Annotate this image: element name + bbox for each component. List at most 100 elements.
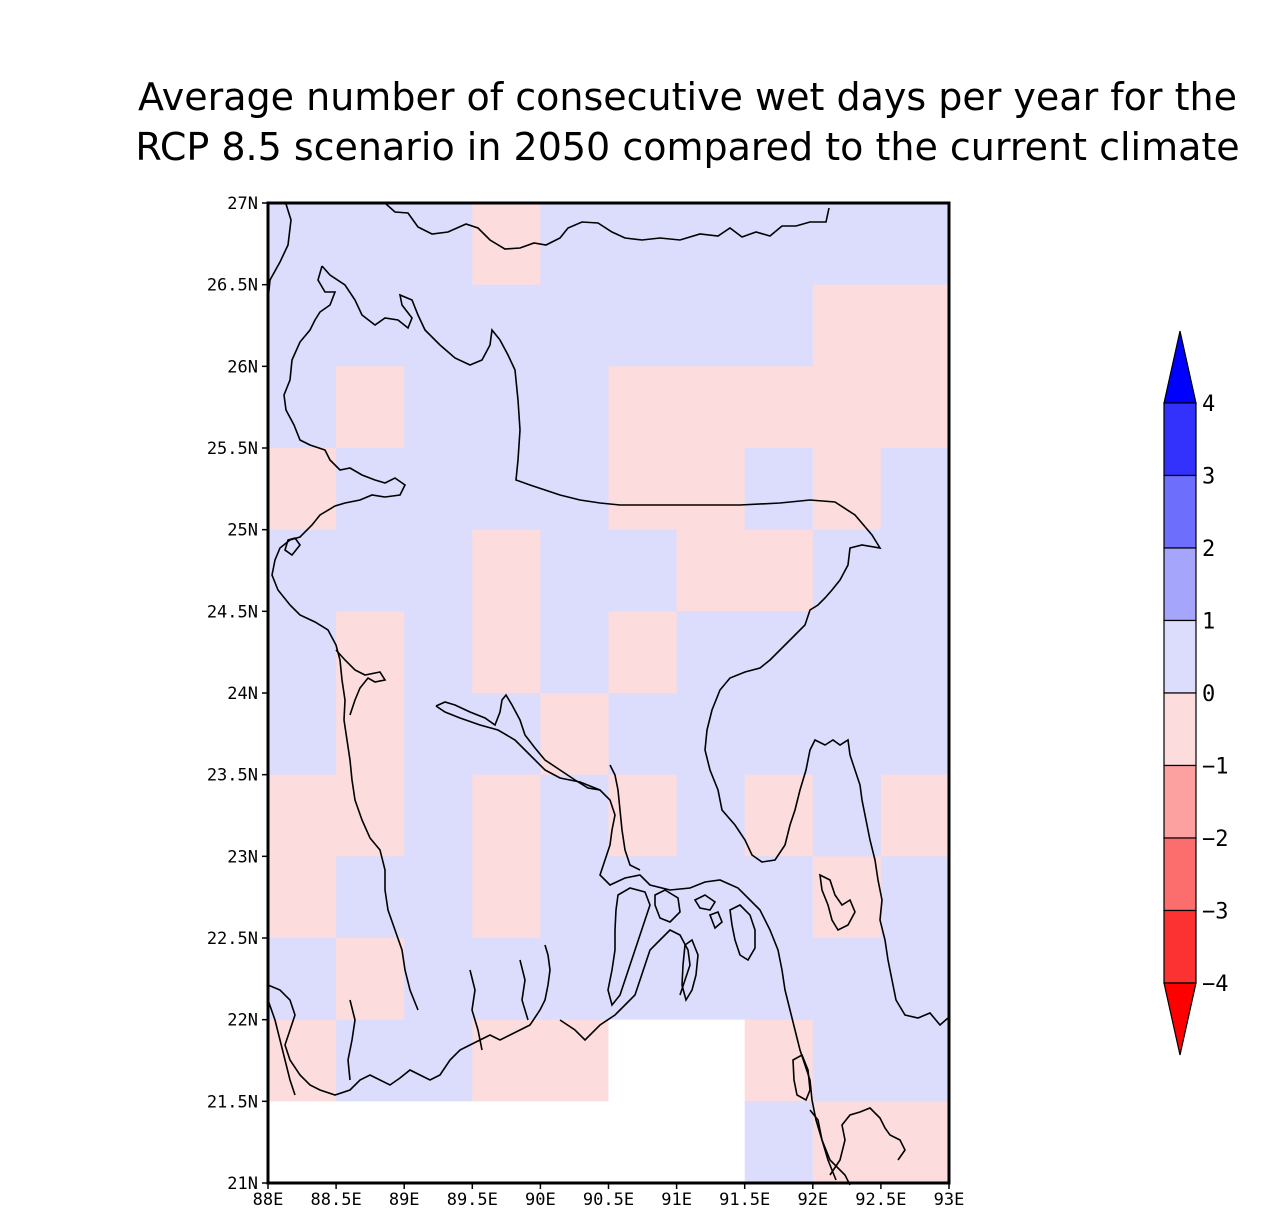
grid-cell	[676, 203, 746, 286]
grid-cell	[812, 693, 882, 776]
grid-cells	[268, 203, 950, 1184]
grid-cell	[404, 856, 473, 939]
y-tick-label: 26.5N	[207, 276, 258, 296]
grid-cell	[268, 611, 337, 694]
grid-cell	[472, 774, 541, 857]
grid-cell	[880, 448, 950, 531]
island-8	[819, 873, 856, 932]
y-tick-label: 21.5N	[207, 1092, 258, 1112]
grid-cell	[404, 774, 473, 857]
grid-cell	[608, 448, 678, 531]
grid-cell	[812, 611, 882, 694]
grid-cell	[676, 1019, 746, 1102]
y-tick-label: 23N	[227, 847, 258, 867]
grid-cell	[404, 693, 473, 776]
grid-cell	[880, 856, 950, 939]
grid-cell	[336, 284, 405, 367]
grid-cell	[676, 774, 746, 857]
chart-title-line-2: RCP 8.5 scenario in 2050 compared to the…	[135, 125, 1240, 169]
grid-cell	[540, 366, 609, 449]
grid-cell	[404, 203, 473, 286]
grid-cell	[540, 1019, 609, 1102]
grid-cell	[268, 693, 337, 776]
river-lower	[609, 764, 641, 871]
grid-cell	[812, 284, 882, 367]
grid-cell	[472, 448, 541, 531]
grid-cell	[404, 1101, 473, 1184]
grid-cell	[880, 693, 950, 776]
coastline-east-bottom	[809, 1109, 837, 1181]
colorbar-label: 1	[1202, 610, 1215, 635]
grid-cell	[608, 529, 678, 612]
grid-cell	[744, 693, 814, 776]
grid-cell	[472, 1101, 541, 1184]
island-2	[654, 889, 681, 923]
colorbar-segment	[1163, 402, 1197, 477]
grid-cell	[812, 448, 882, 531]
y-tick-label: 21N	[227, 1174, 258, 1194]
x-tick-label: 92.5E	[855, 1190, 906, 1210]
grid-cell	[608, 284, 678, 367]
grid-cell	[676, 284, 746, 367]
grid-cell	[744, 448, 814, 531]
grid-cell	[744, 774, 814, 857]
grid-cell	[812, 203, 882, 286]
grid-cell	[608, 611, 678, 694]
grid-cell	[744, 529, 814, 612]
island-3	[693, 894, 717, 911]
coastline-river-3	[347, 999, 356, 1081]
x-tick-label: 92E	[797, 1190, 828, 1210]
coastline-river-2	[267, 999, 296, 1096]
grid-cell	[812, 938, 882, 1021]
grid-cell	[336, 448, 405, 531]
coastlines	[267, 203, 949, 1186]
grid-cell	[880, 1101, 950, 1184]
grid-cell	[268, 774, 337, 857]
grid-cell	[268, 366, 337, 449]
grid-cell	[268, 856, 337, 939]
chart-title-line-1: Average number of consecutive wet days p…	[138, 75, 1237, 119]
grid-cell	[880, 366, 950, 449]
grid-cell	[744, 203, 814, 286]
grid-cell	[268, 938, 337, 1021]
grid-cell	[472, 938, 541, 1021]
grid-cell	[540, 611, 609, 694]
grid-cell	[608, 366, 678, 449]
coastline-sundarbans	[267, 944, 551, 1096]
grid-cell	[676, 611, 746, 694]
grid-cell	[268, 203, 337, 286]
grid-cell	[404, 284, 473, 367]
chart-title: Average number of consecutive wet days p…	[60, 72, 1288, 172]
x-tick-label: 89.5E	[447, 1190, 498, 1210]
colorbar: 4 3 2 1 0 −1 −2 −3 −4	[1163, 330, 1229, 1056]
island-5	[681, 938, 699, 1003]
grid-cell	[608, 203, 678, 286]
grid-cell	[472, 1019, 541, 1102]
colorbar-segment	[1163, 474, 1197, 549]
grid-cell	[608, 774, 678, 857]
grid-cell	[676, 366, 746, 449]
grid-cell	[404, 1019, 473, 1102]
y-tick-label: 24N	[227, 684, 258, 704]
colorbar-segment	[1163, 692, 1197, 767]
y-tick-label: 25N	[227, 521, 258, 541]
grid-cell	[540, 938, 609, 1021]
grid-cell	[404, 611, 473, 694]
colorbar-label: −2	[1202, 827, 1229, 852]
colorbar-label: −1	[1202, 755, 1229, 780]
y-tick-label: 25.5N	[207, 439, 258, 459]
grid-cell	[608, 1101, 678, 1184]
y-tick-label: 24.5N	[207, 602, 258, 622]
grid-cell	[540, 448, 609, 531]
grid-cell	[336, 611, 405, 694]
colorbar-label: 2	[1202, 537, 1215, 562]
grid-cell	[336, 366, 405, 449]
grid-cell	[540, 774, 609, 857]
grid-cell	[744, 366, 814, 449]
grid-cell	[268, 1019, 337, 1102]
grid-cell	[540, 856, 609, 939]
x-tick-label: 88.5E	[311, 1190, 362, 1210]
grid-cell	[608, 693, 678, 776]
colorbar-bottom-arrow	[1163, 982, 1197, 1056]
